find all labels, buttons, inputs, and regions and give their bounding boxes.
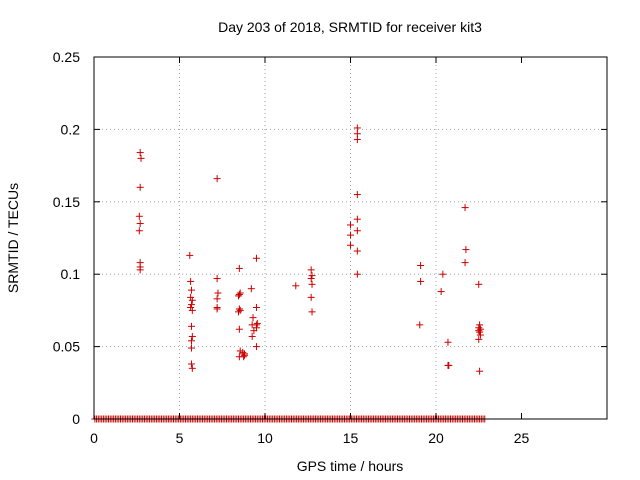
axis-ticks: 0 5 10 15 20 25 0 0.05 0.1 0.15 0.2 0.25 bbox=[53, 49, 607, 446]
data-point bbox=[213, 305, 221, 313]
data-point bbox=[475, 335, 483, 343]
data-point bbox=[307, 275, 315, 283]
data-point bbox=[347, 231, 354, 239]
data-point bbox=[188, 364, 196, 372]
data-point bbox=[417, 277, 425, 285]
data-point bbox=[247, 285, 255, 293]
data-point bbox=[347, 241, 354, 249]
data-point bbox=[462, 246, 470, 254]
data-point bbox=[236, 289, 244, 297]
x-tick-label: 5 bbox=[176, 430, 184, 446]
y-tick-label: 0.15 bbox=[53, 194, 80, 210]
data-point bbox=[136, 220, 144, 228]
y-tick-label: 0.1 bbox=[61, 266, 81, 282]
data-point bbox=[234, 308, 242, 316]
data-point bbox=[235, 264, 243, 272]
data-point bbox=[213, 175, 221, 183]
data-point bbox=[236, 306, 244, 314]
data-point bbox=[187, 344, 195, 352]
x-tick-label: 15 bbox=[343, 430, 359, 446]
x-tick-label: 20 bbox=[428, 430, 444, 446]
data-point bbox=[461, 204, 469, 212]
data-point bbox=[353, 270, 361, 278]
data-point bbox=[248, 332, 256, 340]
y-tick-label: 0.25 bbox=[53, 49, 80, 65]
data-point bbox=[353, 136, 361, 144]
y-axis-label: SRMTID / TECUs bbox=[5, 183, 21, 293]
data-point bbox=[308, 272, 316, 280]
data-point bbox=[445, 361, 453, 369]
data-point bbox=[187, 322, 195, 330]
data-point bbox=[307, 266, 315, 274]
data-point bbox=[136, 149, 144, 157]
y-tick-label: 0 bbox=[72, 411, 80, 427]
data-point bbox=[308, 280, 316, 288]
data-point bbox=[253, 319, 261, 327]
data-point bbox=[353, 247, 361, 255]
data-point bbox=[353, 191, 361, 199]
data-point bbox=[292, 282, 300, 290]
data-point bbox=[347, 221, 354, 229]
data-point bbox=[188, 306, 196, 314]
data-point bbox=[476, 321, 484, 329]
data-point bbox=[187, 304, 195, 312]
chart-title: Day 203 of 2018, SRMTID for receiver kit… bbox=[218, 19, 482, 35]
data-point bbox=[416, 321, 424, 329]
data-series-kit3 bbox=[91, 124, 489, 423]
data-point bbox=[213, 295, 221, 303]
data-point bbox=[214, 289, 222, 297]
x-tick-label: 25 bbox=[514, 430, 530, 446]
data-point bbox=[444, 338, 452, 346]
data-point bbox=[476, 328, 484, 336]
data-point bbox=[240, 351, 248, 359]
data-point bbox=[437, 288, 445, 296]
data-point bbox=[135, 227, 143, 235]
data-point bbox=[417, 262, 425, 270]
data-point bbox=[252, 254, 260, 262]
data-point bbox=[235, 325, 243, 333]
data-point bbox=[187, 293, 195, 301]
data-point bbox=[187, 360, 195, 368]
x-tick-label: 0 bbox=[90, 430, 98, 446]
data-point bbox=[187, 286, 195, 294]
x-tick-label: 10 bbox=[257, 430, 273, 446]
data-point bbox=[235, 290, 243, 298]
data-point bbox=[476, 331, 484, 339]
x-axis-label: GPS time / hours bbox=[297, 458, 404, 474]
data-point bbox=[439, 270, 447, 278]
data-point bbox=[239, 348, 247, 356]
data-point bbox=[308, 308, 316, 316]
data-point bbox=[135, 212, 143, 220]
data-point bbox=[188, 332, 196, 340]
data-point bbox=[252, 321, 260, 329]
data-point bbox=[137, 154, 145, 162]
data-point bbox=[353, 227, 361, 235]
data-point bbox=[136, 183, 144, 191]
y-tick-label: 0.2 bbox=[61, 121, 81, 137]
data-point bbox=[249, 314, 257, 322]
data-point bbox=[252, 304, 260, 312]
data-point bbox=[186, 251, 194, 259]
data-point bbox=[353, 215, 361, 223]
data-point bbox=[188, 296, 196, 304]
data-point bbox=[235, 305, 243, 313]
data-point bbox=[475, 327, 483, 335]
data-point bbox=[234, 292, 242, 300]
data-point bbox=[213, 275, 221, 283]
data-point bbox=[476, 367, 484, 375]
data-point bbox=[240, 353, 248, 361]
data-point bbox=[475, 280, 483, 288]
data-point bbox=[187, 301, 195, 309]
data-point bbox=[187, 277, 195, 285]
data-point bbox=[307, 293, 315, 301]
data-point bbox=[461, 259, 469, 267]
data-point bbox=[252, 343, 260, 351]
data-point bbox=[136, 266, 144, 274]
data-point bbox=[187, 337, 195, 345]
y-tick-label: 0.05 bbox=[53, 339, 80, 355]
